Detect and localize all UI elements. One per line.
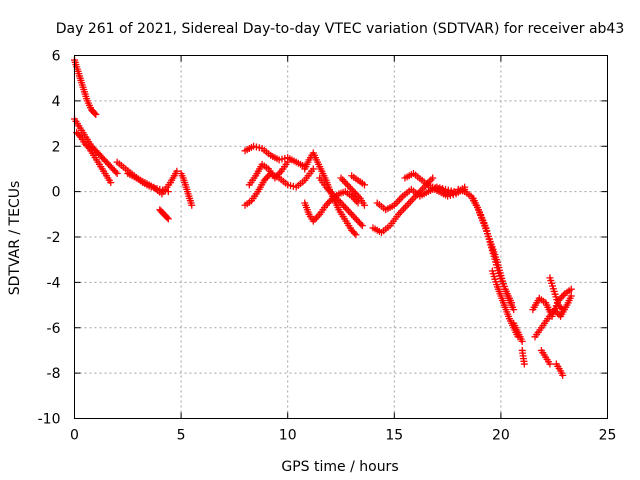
y-tick-label: 6 <box>52 49 61 65</box>
data-point <box>508 299 516 307</box>
data-point <box>343 181 351 189</box>
data-point <box>92 110 100 118</box>
data-point-fill <box>342 179 350 187</box>
data-point <box>107 179 115 187</box>
data-point-fill <box>75 132 83 140</box>
data-point <box>429 174 437 182</box>
y-tick-label: 2 <box>52 139 61 155</box>
data-point-fill <box>347 184 355 192</box>
series-track-c <box>73 129 115 187</box>
chart-title: Day 261 of 2021, Sidereal Day-to-day VTE… <box>56 21 625 37</box>
series-track-h <box>241 142 309 171</box>
data-point <box>546 360 554 368</box>
x-tick-label: 25 <box>599 428 617 444</box>
data-point-fill <box>340 202 348 210</box>
series-track-aa <box>537 346 554 368</box>
data-point <box>188 201 196 209</box>
data-point <box>173 167 181 175</box>
data-point <box>348 210 356 218</box>
x-tick-label: 0 <box>70 428 79 444</box>
data-point <box>559 306 567 314</box>
data-point <box>113 169 121 177</box>
data-point-fill <box>351 229 359 237</box>
y-tick-label: -4 <box>47 275 61 291</box>
points-layer <box>71 56 575 379</box>
data-point-fill <box>84 143 92 151</box>
series-track-ab <box>546 274 567 314</box>
series-track-e <box>124 167 181 198</box>
data-point-fill <box>339 176 347 184</box>
series-track-w <box>510 319 526 345</box>
data-point-fill <box>340 177 348 185</box>
series-track-j <box>245 158 292 189</box>
data-point-fill <box>338 200 346 208</box>
series-track-l <box>301 188 362 225</box>
series-track-g <box>177 169 196 209</box>
series-track-a <box>71 56 100 118</box>
x-tick-label: 20 <box>492 428 510 444</box>
data-point-fill <box>343 205 351 213</box>
series-track-n <box>337 174 368 209</box>
data-point <box>360 181 368 189</box>
data-point-fill <box>346 209 354 217</box>
data-point-fill <box>324 200 332 208</box>
y-tick-label: -6 <box>47 321 61 337</box>
series-track-u <box>469 194 516 307</box>
y-axis-label: SDTVAR / TECUs <box>7 181 23 296</box>
series-track-x <box>518 346 528 368</box>
data-point-fill <box>91 109 99 117</box>
data-point-fill <box>345 183 353 191</box>
data-point <box>337 174 345 182</box>
series-track-o <box>348 172 368 189</box>
x-tick-label: 5 <box>177 428 186 444</box>
data-point <box>309 165 317 173</box>
data-point <box>358 222 366 230</box>
data-point <box>284 158 292 166</box>
data-point <box>559 371 567 379</box>
data-point <box>520 360 528 368</box>
x-tick-label: 15 <box>385 428 403 444</box>
series-track-i <box>241 165 317 209</box>
data-point-fill <box>559 291 567 299</box>
y-tick-label: -10 <box>38 412 61 428</box>
series-track-ac <box>552 360 567 379</box>
y-tick-label: 0 <box>52 185 61 201</box>
data-point <box>567 285 575 293</box>
data-point <box>341 204 349 212</box>
data-point-fill <box>163 214 171 222</box>
data-point <box>352 231 360 239</box>
data-point-fill <box>112 168 120 176</box>
data-point-fill <box>325 198 333 206</box>
y-tick-label: -8 <box>47 366 61 382</box>
data-point-fill <box>357 220 365 228</box>
data-point <box>518 337 526 345</box>
series-track-f <box>156 206 172 223</box>
y-tick-label: 4 <box>52 94 61 110</box>
data-point <box>510 306 518 314</box>
data-point-fill <box>349 212 357 220</box>
data-point <box>360 201 368 209</box>
x-axis-label: GPS time / hours <box>281 459 398 475</box>
data-point-fill <box>344 207 352 215</box>
y-tick-label: -2 <box>47 230 61 246</box>
data-point <box>164 215 172 223</box>
data-point-fill <box>312 214 320 222</box>
series-track-m <box>316 174 366 230</box>
data-point-fill <box>557 304 565 312</box>
data-point-fill <box>351 214 359 222</box>
x-tick-label: 10 <box>279 428 297 444</box>
data-point-fill <box>314 212 322 220</box>
data-point <box>567 292 575 300</box>
